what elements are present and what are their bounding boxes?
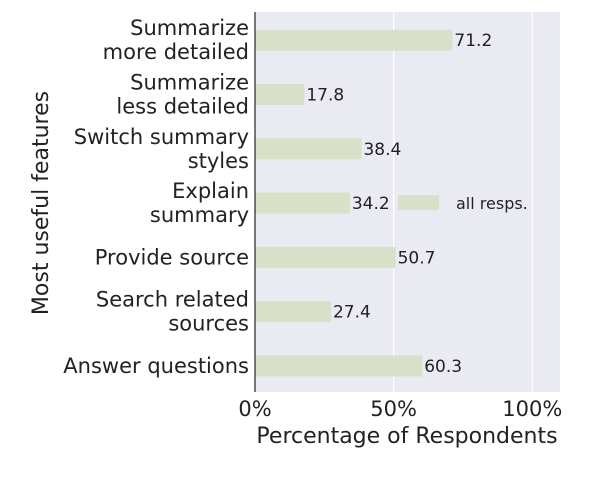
legend: all resps. [398,194,528,213]
category-label-line: Summarize [130,16,249,40]
category-label: Explain summary [150,179,249,227]
category-label: Search related sources [96,288,249,336]
category-label-line: Answer questions [63,354,249,378]
category-label-line: Switch summary [74,125,249,149]
category-label: Provide source [95,245,249,269]
x-tick-label: 50% [370,397,417,421]
value-label: 60.3 [424,357,462,377]
bar [255,301,331,323]
category-label: Answer questions [63,354,249,378]
category-label-line: styles [188,149,249,173]
y-axis-title: Most useful features [29,91,54,315]
value-label: 34.2 [352,194,390,214]
category-label-line: less detailed [116,94,249,118]
value-label: 17.8 [306,85,344,105]
category-label: Summarize less detailed [116,70,249,118]
category-label-line: Summarize [130,70,249,94]
category-label-line: summary [150,203,249,227]
category-label-line: Search related [96,288,249,312]
category-label: Summarize more detailed [103,16,249,64]
bar [255,83,305,105]
x-tick-labels: 0% 50% 100% [238,397,562,421]
bar [255,138,362,160]
bar [255,355,423,377]
value-labels: 71.2 17.8 38.4 34.2 50.7 27.4 60.3 [306,31,492,377]
x-axis-title: Percentage of Respondents [256,424,557,449]
category-label-line: more detailed [103,40,249,64]
bars [255,29,453,377]
bar [255,192,350,214]
value-label: 71.2 [454,31,492,51]
bar [255,246,396,268]
category-label-line: Explain [172,179,249,203]
value-label: 27.4 [333,303,371,323]
bar [255,29,453,51]
category-label-line: sources [168,312,249,336]
legend-label: all resps. [456,194,528,213]
category-label-line: Provide source [95,245,249,269]
x-tick-label: 100% [502,397,562,421]
category-label: Switch summary styles [74,125,249,173]
value-label: 50.7 [398,248,436,268]
x-tick-label: 0% [238,397,271,421]
legend-swatch [398,195,439,211]
value-label: 38.4 [363,140,401,160]
